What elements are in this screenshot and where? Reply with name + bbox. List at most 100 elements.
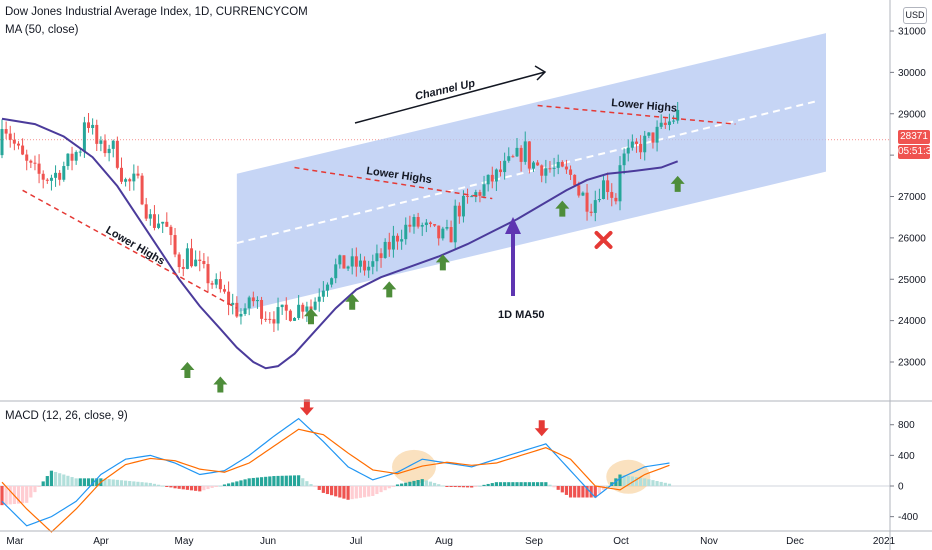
macd-histogram-bar	[83, 478, 86, 486]
candle-body	[161, 222, 164, 224]
candle-body	[623, 154, 626, 166]
candle-body	[239, 314, 242, 317]
candle-body	[124, 179, 127, 182]
macd-histogram-bar	[124, 481, 127, 486]
candle-body	[215, 279, 218, 285]
candle-body	[207, 264, 210, 283]
candle-body	[305, 306, 308, 311]
macd-histogram-bar	[301, 478, 304, 486]
candle-body	[371, 261, 374, 267]
macd-histogram-bar	[211, 486, 214, 488]
candle-body	[5, 129, 8, 134]
price-tick-label: 31000	[898, 27, 926, 38]
macd-histogram-bar	[293, 475, 296, 486]
candle-body	[281, 305, 284, 307]
macd-histogram-bar	[173, 486, 176, 488]
macd-histogram-bar	[239, 480, 242, 486]
macd-histogram-bar	[314, 486, 317, 487]
candle-body	[174, 235, 177, 254]
macd-histogram-bar	[58, 473, 61, 486]
candle-body	[577, 185, 580, 195]
candle-body	[454, 206, 457, 243]
macd-histogram-bar	[37, 486, 40, 487]
macd-tick-label: -400	[898, 512, 918, 523]
macd-highlight	[392, 450, 436, 484]
candle-body	[252, 297, 255, 301]
macd-histogram-bar	[46, 476, 49, 486]
macd-histogram-bar	[478, 486, 481, 487]
candle-body	[573, 175, 576, 185]
macd-histogram-bar	[297, 475, 300, 486]
macd-histogram-bar	[474, 486, 477, 487]
macd-histogram-bar	[75, 478, 78, 486]
macd-histogram-bar	[318, 486, 321, 490]
candle-body	[437, 226, 440, 239]
candle-body	[643, 136, 646, 153]
currency-badge[interactable]: USD	[903, 7, 927, 24]
macd-histogram-bar	[66, 476, 69, 486]
candle-body	[314, 302, 317, 310]
macd-histogram-bar	[42, 481, 45, 486]
time-tick-label: Oct	[613, 536, 629, 547]
candle-body	[342, 255, 345, 268]
candle-body	[524, 141, 527, 161]
candle-body	[104, 140, 107, 153]
candle-body	[557, 162, 560, 168]
candle-body	[548, 168, 551, 169]
macd-histogram-bar	[396, 484, 399, 486]
macd-tick-label: 0	[898, 482, 904, 493]
candle-body	[417, 217, 420, 227]
candle-body	[458, 206, 461, 217]
macd-histogram-bar	[145, 483, 148, 486]
candle-body	[293, 318, 296, 321]
macd-histogram-bar	[223, 484, 226, 486]
candle-body	[244, 308, 247, 314]
down-arrow-icon	[535, 420, 549, 436]
macd-histogram-bar	[276, 476, 279, 486]
candle-body	[165, 222, 168, 227]
candle-body	[400, 239, 403, 241]
candle-body	[136, 174, 139, 176]
macd-histogram-bar	[552, 486, 555, 487]
macd-histogram-bar	[62, 475, 65, 486]
candle-body	[503, 161, 506, 172]
macd-histogram-bar	[248, 478, 251, 486]
macd-histogram-bar	[272, 476, 275, 486]
candle-body	[478, 192, 481, 196]
macd-histogram-bar	[132, 481, 135, 486]
candle-body	[9, 134, 12, 140]
macd-histogram-bar	[202, 486, 205, 490]
macd-histogram-bar	[441, 485, 444, 486]
candle-body	[285, 305, 288, 311]
candle-body	[202, 261, 205, 264]
down-arrow-icon	[300, 400, 314, 416]
candle-body	[470, 196, 473, 197]
time-tick-label: 2021	[873, 536, 896, 547]
candle-body	[388, 242, 391, 250]
macd-histogram-bar	[309, 484, 312, 486]
macd-histogram-bar	[384, 486, 387, 490]
candle-body	[404, 225, 407, 239]
macd-histogram-bar	[112, 479, 115, 486]
candle-body	[425, 223, 428, 225]
macd-histogram-bar	[404, 483, 407, 486]
macd-histogram-bar	[157, 485, 160, 486]
candle-body	[116, 141, 119, 168]
macd-histogram-bar	[165, 486, 168, 487]
candle-body	[256, 300, 259, 301]
macd-histogram-bar	[503, 482, 506, 486]
candle-body	[651, 132, 654, 142]
candle-body	[619, 165, 622, 201]
candle-body	[132, 174, 135, 182]
candle-body	[433, 224, 436, 226]
candle-body	[149, 214, 152, 218]
macd-histogram-bar	[116, 480, 119, 486]
macd-histogram-bar	[256, 478, 259, 486]
macd-histogram-bar	[252, 478, 255, 486]
price-tick-label: 25000	[898, 275, 926, 286]
macd-histogram-bar	[334, 486, 337, 496]
macd-histogram-bar	[108, 479, 111, 486]
macd-histogram-bar	[544, 482, 547, 486]
candle-body	[198, 260, 201, 261]
candle-body	[569, 169, 572, 174]
